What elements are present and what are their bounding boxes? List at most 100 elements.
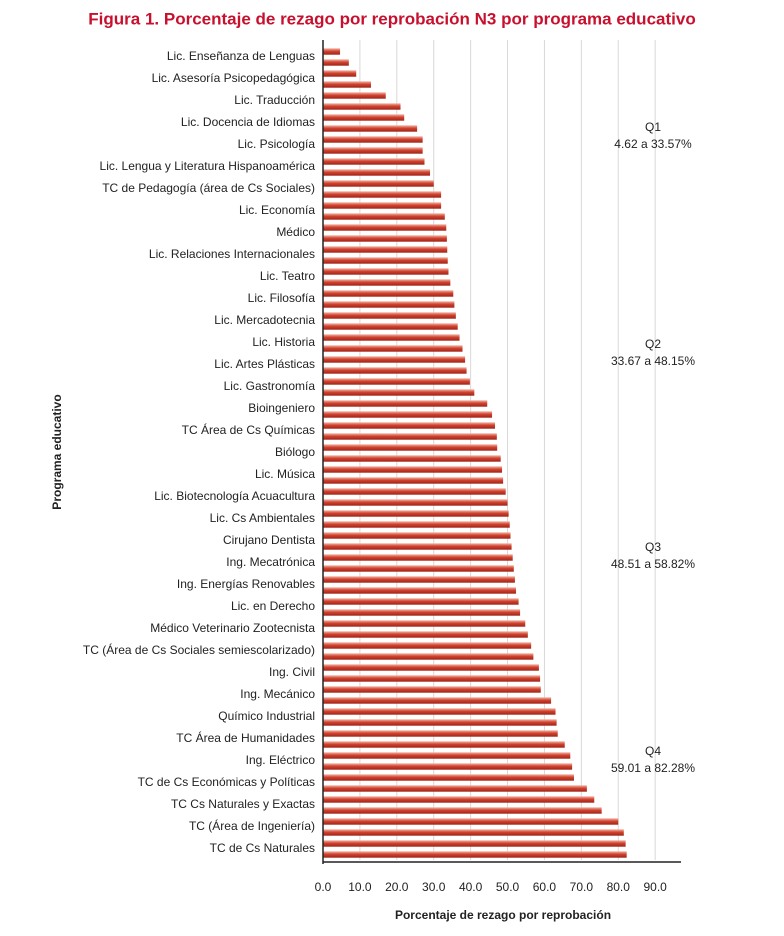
bar [323,752,571,759]
bar [323,301,455,308]
bar [323,796,595,803]
y-tick-label: Lic. Artes Plásticas [214,357,315,371]
bar [323,730,558,737]
bar [323,433,497,440]
bar [323,411,493,418]
x-tick-label: 20.0 [385,880,409,894]
x-tick-label: 60.0 [533,880,557,894]
bar [323,565,514,572]
y-tick-label: Ing. Mecatrónica [226,555,315,569]
bar [323,840,626,847]
y-tick-label: Lic. Filosofía [248,291,316,305]
bar [323,158,425,165]
y-tick-label: Cirujano Dentista [223,533,315,547]
bar [323,191,442,198]
bar [323,389,475,396]
bar [323,587,517,594]
y-tick-label: Ing. Civil [269,665,315,679]
x-tick-label: 30.0 [422,880,446,894]
x-tick-label: 0.0 [315,880,332,894]
bar [323,59,349,66]
bar [323,378,470,385]
bar [323,257,448,264]
y-tick-label: TC (Área de Cs Sociales semiescolarizado… [83,642,315,657]
bar [323,202,442,209]
bar [323,499,508,506]
annotation-text: 33.67 a 48.15% [611,354,695,368]
annotation-title: Q2 [645,337,661,351]
bar [323,851,627,858]
x-axis-label: Porcentaje de rezago por reprobación [395,908,611,922]
y-tick-label: Biólogo [275,445,315,459]
bar [323,444,498,451]
y-tick-label: Lic. Lengua y Literatura Hispanoamérica [100,159,316,173]
bar [323,829,624,836]
annotation-text: 59.01 a 82.28% [611,761,695,775]
bar [323,653,534,660]
bar [323,367,467,374]
y-tick-label: Lic. Traducción [234,93,315,107]
bar [323,180,434,187]
x-tick-label: 90.0 [643,880,667,894]
bar [323,92,386,99]
bar [323,719,557,726]
y-tick-label: Ing. Eléctrico [246,753,316,767]
bar [323,477,504,484]
x-tick-label: 70.0 [570,880,594,894]
y-tick-label: Lic. Teatro [260,269,315,283]
y-tick-label: TC de Cs Económicas y Políticas [138,775,315,789]
y-tick-label: Químico Industrial [218,709,315,723]
y-tick-label: Lic. Mercadotecnia [214,313,315,327]
y-tick-label: Lic. Cs Ambientales [210,511,315,525]
y-tick-label: Lic. Biotecnología Acuacultura [154,489,315,503]
annotation-text: 4.62 a 33.57% [614,137,692,151]
bar [323,268,449,275]
bar [323,235,447,242]
bar [323,114,405,121]
y-tick-label: Lic. Asesoría Psicopedagógica [152,71,316,85]
y-tick-label: Lic. Gastronomía [224,379,316,393]
bar [323,510,509,517]
bar [323,620,526,627]
bar [323,763,573,770]
y-tick-label: Lic. Relaciones Internacionales [149,247,315,261]
y-tick-label: TC (Área de Ingeniería) [189,818,315,833]
bar [323,103,401,110]
bar [323,323,458,330]
bar [323,422,495,429]
bar [323,81,371,88]
annotation-text: 48.51 a 58.82% [611,557,695,571]
bar [323,312,456,319]
bar [323,70,357,77]
bar [323,136,423,143]
bar [323,246,448,253]
y-tick-label: Lic. Docencia de Idiomas [181,115,315,129]
y-tick-label: Lic. Psicología [238,137,316,151]
bar [323,169,431,176]
bar [323,598,519,605]
y-tick-label: Lic. Historia [252,335,315,349]
y-tick-label: Lic. Enseñanza de Lenguas [167,49,315,63]
y-tick-label: Bioingeniero [248,401,315,415]
bar [323,488,506,495]
y-axis-label: Programa educativo [50,394,64,509]
bar [323,609,521,616]
bar [323,785,587,792]
bar [323,807,602,814]
bar [323,290,454,297]
bar [323,48,341,55]
bar [323,554,513,561]
bar [323,675,541,682]
bar [323,543,512,550]
y-tick-label: Ing. Energías Renovables [177,577,315,591]
bar [323,466,503,473]
bar [323,686,541,693]
y-tick-label: Médico [276,225,315,239]
bar [323,642,532,649]
bar [323,532,511,539]
y-tick-label: Médico Veterinario Zootecnista [150,621,315,635]
bar [323,334,460,341]
y-tick-label: Lic. Economía [239,203,315,217]
x-tick-label: 50.0 [496,880,520,894]
annotation-title: Q4 [645,744,661,758]
